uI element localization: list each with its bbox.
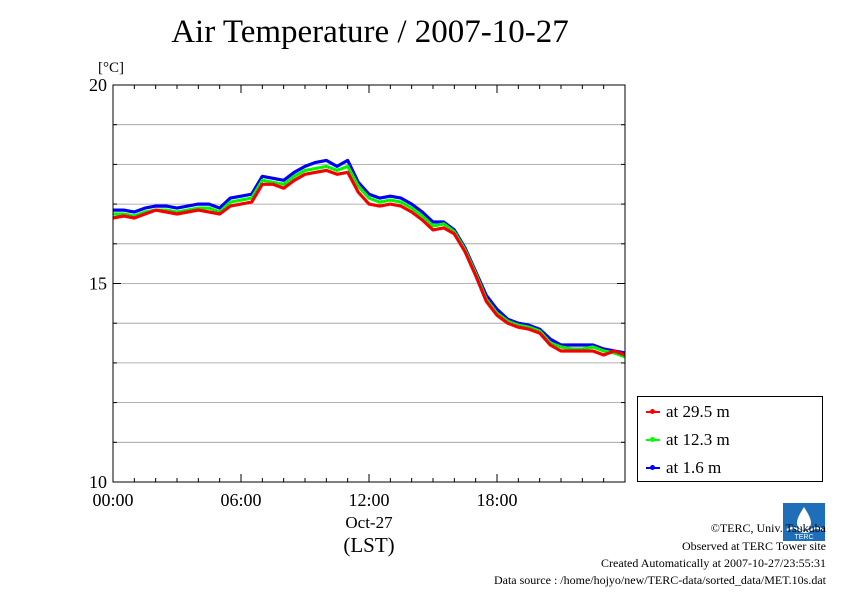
observed-text: Observed at TERC Tower site [681,539,826,553]
x-axis-label: (LST) [343,533,394,557]
chart-title: Air Temperature / 2007-10-27 [171,14,569,50]
legend-item-29-5m: at 29.5 m [646,402,730,422]
legend-swatch-red [646,409,660,414]
legend: at 29.5 m at 12.3 m at 1.6 m [637,396,823,482]
svg-text:TERC: TERC [794,534,813,541]
data-source-text: Data source : /home/hojyo/new/TERC-data/… [493,573,826,587]
y-tick-label: 20 [89,75,107,95]
created-text: Created Automatically at 2007-10-27/23:5… [601,556,826,570]
series-core-2 [113,159,626,354]
series-line-2 [113,158,626,355]
series-layer [112,158,626,359]
y-tick-label: 15 [89,274,107,294]
series-core-0 [112,169,626,356]
legend-swatch-blue [646,465,660,470]
grid-lines [113,124,625,443]
legend-swatch-green [646,437,660,442]
copyright-text: ©TERC, Univ. Tsukuba [710,521,826,535]
legend-label: at 29.5 m [666,402,730,421]
legend-label: at 1.6 m [666,458,722,477]
x-tick-label: 12:00 [348,490,389,510]
x-tick-label: 00:00 [92,490,133,510]
legend-item-1-6m: at 1.6 m [646,458,721,478]
series-line-1 [113,164,626,359]
x-tick-label: 18:00 [476,490,517,510]
series-line-0 [112,168,626,357]
axis-ticks: 10 15 20 00:00 06:00 12:00 18:00 [89,75,626,510]
date-label: Oct-27 [345,513,393,532]
y-axis-label: [°C] [98,60,124,76]
legend-label: at 12.3 m [666,430,730,449]
legend-item-12-3m: at 12.3 m [646,430,730,450]
y-tick-label: 10 [89,472,107,492]
x-tick-label: 06:00 [220,490,261,510]
terc-logo-icon: TERC [783,503,825,541]
